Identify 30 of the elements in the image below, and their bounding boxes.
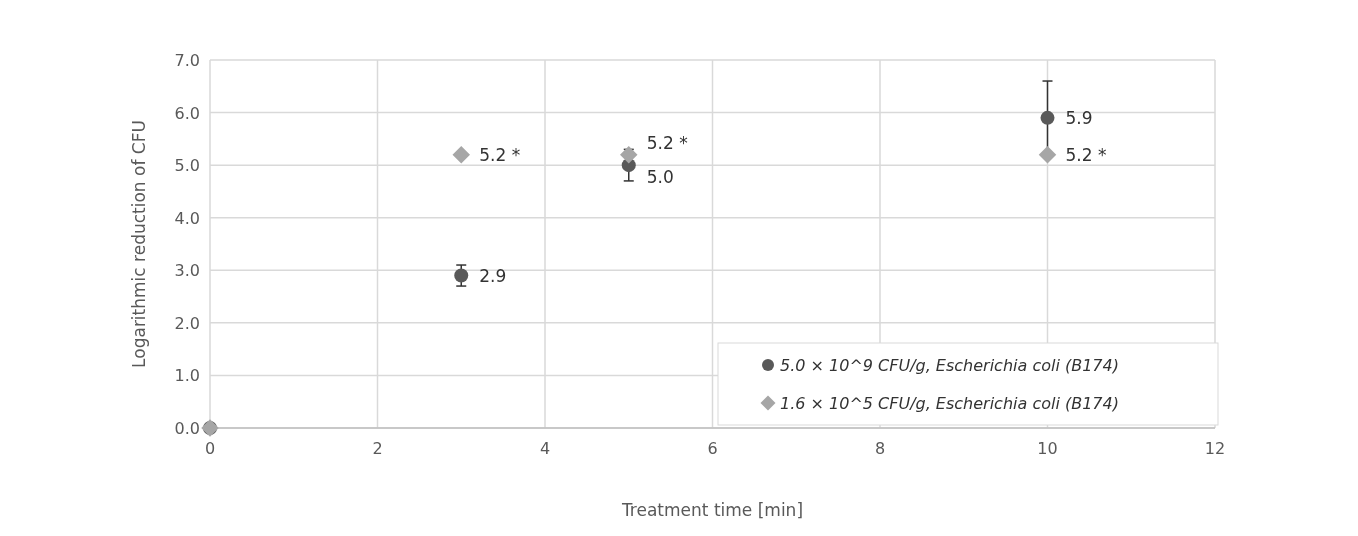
data-label: 5.2 * [1065,144,1107,165]
legend-label: 5.0 × 10^9 CFU/g, Escherichia coli (B174) [780,356,1119,375]
y-tick-label: 0.0 [174,419,200,438]
point [1038,145,1057,164]
y-tick-label: 6.0 [174,103,200,123]
y-tick-label: 2.0 [174,313,200,333]
y-tick-label: 5.0 [174,156,200,176]
point [620,145,638,164]
point [454,268,469,283]
x-axis-title: Treatment time [min] [620,500,804,520]
y-tick-label: 4.0 [174,208,200,228]
x-tick-label: 12 [1204,439,1226,458]
data-label: 5.2 * [646,132,688,153]
x-tick-label: 4 [539,439,551,458]
y-tick-label: 3.0 [174,261,200,281]
point [452,145,470,164]
point [1040,110,1055,125]
data-label: 5.0 [646,167,674,188]
x-tick-label: 10 [1037,439,1058,458]
x-tick-label: 6 [707,439,718,458]
y-axis-title: Logarithmic reduction of CFU [129,120,149,368]
data-label: 2.9 [479,265,507,286]
data-label: 5.2 * [479,144,521,165]
x-tick-label: 2 [372,439,383,458]
y-tick-label: 7.0 [174,51,200,70]
x-tick-label: 8 [874,439,886,458]
legend-label: 1.6 × 10^5 CFU/g, Escherichia coli (B174) [780,394,1119,413]
data-label: 5.9 [1065,107,1093,128]
y-tick-label: 1.0 [174,366,200,386]
x-tick-label: 0 [204,439,216,458]
